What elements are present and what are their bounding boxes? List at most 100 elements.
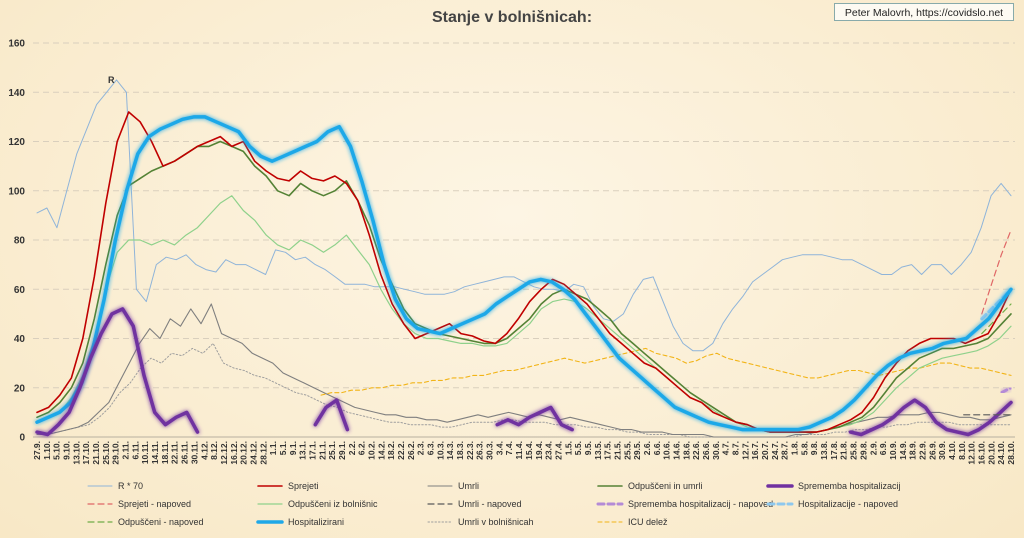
x-tick-label: 6.9. xyxy=(878,441,888,455)
x-tick-label: 29.10. xyxy=(111,441,121,465)
x-tick-label: 13.10. xyxy=(71,441,81,465)
x-tick-label: 17.10. xyxy=(81,441,91,465)
legend-label: Umrli xyxy=(458,481,479,491)
x-tick-label: 8.7. xyxy=(731,441,741,455)
x-tick-label: 23.4. xyxy=(544,441,554,460)
x-tick-label: 26.6. xyxy=(701,441,711,460)
x-tick-label: 26.3. xyxy=(475,441,485,460)
x-tick-label: 30.9. xyxy=(937,441,947,460)
x-tick-label: 29.5. xyxy=(632,441,642,460)
x-tick-label: 19.4. xyxy=(534,441,544,460)
x-tick-label: 28.7. xyxy=(780,441,790,460)
legend-label: Hospitalizacije - napoved xyxy=(798,499,898,509)
x-tick-label: 21.8. xyxy=(839,441,849,460)
x-tick-label: 6.11. xyxy=(130,441,140,459)
x-tick-label: 10.11. xyxy=(140,441,150,464)
x-tick-label: 12.7. xyxy=(740,441,750,460)
x-tick-label: 21.10. xyxy=(91,441,101,465)
series-lines xyxy=(35,79,1013,438)
y-axis-ticks: 0 20 40 60 80 100 120 140 160 xyxy=(8,39,25,444)
x-axis-ticks: 27.9. 1.10. 5.10. 9.10. 13.10. 17.10. 21.10. 25… xyxy=(32,441,1016,465)
legend-label: Umrli v bolnišnicah xyxy=(458,517,534,527)
x-tick-label: 26.9. xyxy=(927,441,937,460)
x-tick-label: 27.4. xyxy=(553,441,563,460)
x-tick-label: 10.9. xyxy=(888,441,898,460)
x-tick-label: 14.9. xyxy=(898,441,908,460)
x-tick-label: 2.2. xyxy=(347,441,357,455)
x-tick-label: 27.9. xyxy=(32,441,42,460)
x-tick-label: 14.11. xyxy=(150,441,160,464)
x-tick-label: 1.10. xyxy=(42,441,52,460)
series-line-13 xyxy=(320,347,1012,396)
x-tick-label: 11.4. xyxy=(514,441,524,459)
series-line-8 xyxy=(999,386,1013,395)
x-tick-label: 15.4. xyxy=(524,441,534,460)
legend-label: Sprememba hospitalizacij xyxy=(798,481,901,491)
x-tick-label: 8.10. xyxy=(957,441,967,460)
x-tick-label: 18.11. xyxy=(160,441,170,464)
x-tick-label: 10.6. xyxy=(662,441,672,460)
x-tick-label: 22.9. xyxy=(917,441,927,460)
x-tick-label: 17.5. xyxy=(603,441,613,460)
legend-label: R * 70 xyxy=(118,481,143,491)
x-tick-label: 16.7. xyxy=(750,441,760,460)
series-line-7 xyxy=(35,307,1013,437)
x-tick-label: 5.10. xyxy=(52,441,62,460)
x-tick-label: 18.2. xyxy=(386,441,396,460)
legend-label: Sprememba hospitalizacij - napoved xyxy=(628,499,773,509)
x-tick-label: 14.6. xyxy=(671,441,681,460)
r-annotation: R xyxy=(108,75,115,85)
x-tick-label: 17.8. xyxy=(829,441,839,460)
x-tick-label: 18.6. xyxy=(681,441,691,460)
legend-label: Sprejeti xyxy=(288,481,319,491)
x-tick-label: 5.5. xyxy=(573,441,583,455)
x-tick-label: 25.10. xyxy=(101,441,111,465)
series-line-3 xyxy=(36,303,1012,438)
chart-title: Stanje v bolnišnicah: xyxy=(432,9,592,26)
legend: R * 70 Sprejeti Umrli Odpuščeni in umrli Spr… xyxy=(87,481,901,527)
x-tick-label: 7.4. xyxy=(504,441,514,455)
x-tick-label: 9.8. xyxy=(809,441,819,455)
y-tick-label: 100 xyxy=(8,186,25,197)
x-tick-label: 24.10. xyxy=(996,441,1006,465)
legend-label: Odpuščeni in umrli xyxy=(628,481,703,491)
x-tick-label: 30.6. xyxy=(711,441,721,460)
legend-label: Umrli - napoved xyxy=(458,499,522,509)
x-tick-label: 14.3. xyxy=(445,441,455,460)
x-tick-label: 12.12. xyxy=(219,441,229,465)
x-tick-label: 25.5. xyxy=(622,441,632,460)
x-tick-label: 2.11. xyxy=(121,441,131,459)
y-tick-label: 20 xyxy=(14,383,26,394)
y-tick-label: 60 xyxy=(14,285,26,296)
series-line-12 xyxy=(36,342,1012,438)
x-tick-label: 29.1. xyxy=(337,441,347,460)
annotations: R xyxy=(108,75,115,85)
x-tick-label: 17.1. xyxy=(307,441,317,460)
x-tick-label: 10.2. xyxy=(367,441,377,460)
x-tick-label: 24.12. xyxy=(248,441,258,465)
x-tick-label: 28.12. xyxy=(258,441,268,465)
x-tick-label: 4.12. xyxy=(199,441,209,460)
x-tick-label: 22.2. xyxy=(396,441,406,460)
x-tick-label: 28.10. xyxy=(1006,441,1016,465)
x-tick-label: 16.10. xyxy=(976,441,986,465)
x-tick-label: 1.5. xyxy=(563,441,573,455)
legend-label: ICU delež xyxy=(628,517,668,527)
y-tick-label: 40 xyxy=(14,334,26,345)
series-line-1 xyxy=(36,111,1012,433)
x-tick-label: 9.5. xyxy=(583,441,593,455)
x-tick-label: 2.6. xyxy=(642,441,652,455)
y-tick-label: 80 xyxy=(14,236,26,247)
x-tick-label: 6.3. xyxy=(426,441,436,455)
x-tick-label: 1.8. xyxy=(790,441,800,455)
x-tick-label: 22.11. xyxy=(170,441,180,464)
x-tick-label: 4.10. xyxy=(947,441,957,460)
x-tick-label: 22.6. xyxy=(691,441,701,460)
legend-label: Odpuščeni - napoved xyxy=(118,517,204,527)
x-tick-label: 21.1. xyxy=(317,441,327,460)
y-tick-label: 160 xyxy=(8,39,25,50)
x-tick-label: 30.3. xyxy=(485,441,495,460)
x-tick-label: 25.8. xyxy=(849,441,859,460)
